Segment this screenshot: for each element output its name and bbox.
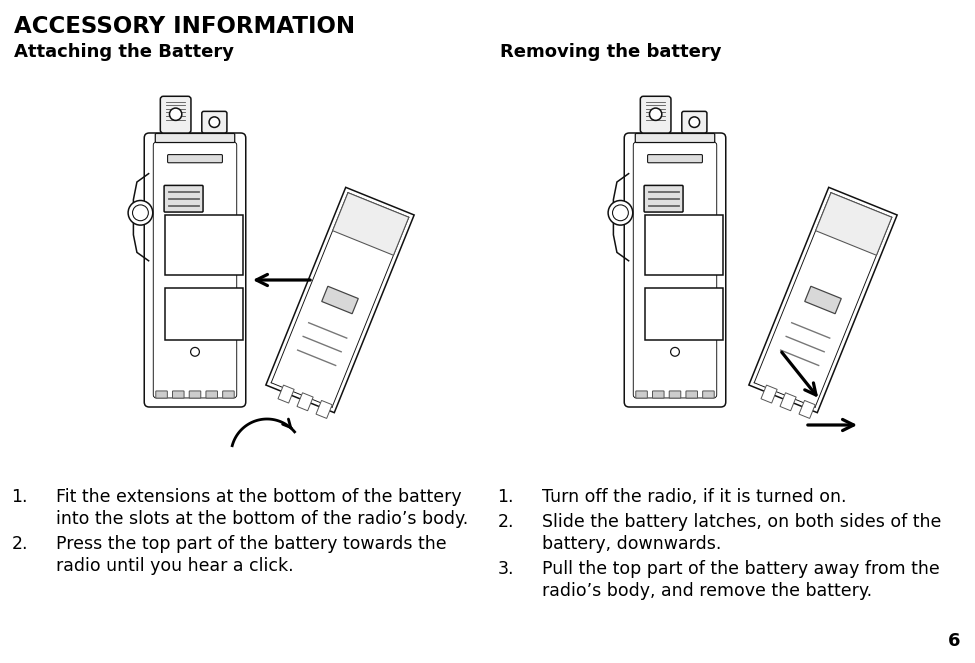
Text: 2.: 2. [497,513,514,531]
Circle shape [209,117,219,127]
FancyBboxPatch shape [636,391,647,398]
Circle shape [649,108,662,121]
FancyBboxPatch shape [682,111,707,133]
Circle shape [689,117,700,127]
FancyBboxPatch shape [189,391,201,398]
FancyBboxPatch shape [160,96,191,133]
Polygon shape [780,392,797,411]
FancyBboxPatch shape [155,133,235,143]
Text: ACCESSORY INFORMATION: ACCESSORY INFORMATION [14,15,355,38]
Polygon shape [278,385,294,403]
Polygon shape [804,286,841,314]
Polygon shape [799,400,815,418]
FancyBboxPatch shape [652,391,664,398]
Text: 1.: 1. [12,488,28,506]
FancyBboxPatch shape [703,391,715,398]
FancyBboxPatch shape [156,391,168,398]
Polygon shape [297,392,313,411]
FancyBboxPatch shape [645,215,722,275]
Text: 1.: 1. [497,488,514,506]
Text: 6: 6 [948,632,960,650]
Circle shape [170,108,181,121]
Polygon shape [322,286,358,314]
FancyBboxPatch shape [202,111,227,133]
Text: Attaching the Battery: Attaching the Battery [14,43,234,61]
Polygon shape [816,193,892,255]
FancyBboxPatch shape [624,133,725,407]
FancyBboxPatch shape [164,186,203,212]
FancyBboxPatch shape [669,391,681,398]
Text: radio until you hear a click.: radio until you hear a click. [56,557,293,575]
FancyBboxPatch shape [206,391,217,398]
Text: into the slots at the bottom of the radio’s body.: into the slots at the bottom of the radi… [56,510,468,528]
FancyBboxPatch shape [686,391,697,398]
Text: Press the top part of the battery towards the: Press the top part of the battery toward… [56,535,447,553]
Text: 2.: 2. [12,535,28,553]
Text: Pull the top part of the battery away from the: Pull the top part of the battery away fr… [542,560,940,578]
Text: Fit the extensions at the bottom of the battery: Fit the extensions at the bottom of the … [56,488,461,506]
Circle shape [608,200,633,225]
FancyBboxPatch shape [168,154,222,162]
FancyBboxPatch shape [645,288,722,340]
Circle shape [128,200,153,225]
Circle shape [133,205,148,221]
Polygon shape [332,193,409,255]
Text: 3.: 3. [497,560,514,578]
Polygon shape [266,188,414,412]
FancyBboxPatch shape [641,96,671,133]
Text: Turn off the radio, if it is turned on.: Turn off the radio, if it is turned on. [542,488,846,506]
FancyBboxPatch shape [173,391,184,398]
FancyBboxPatch shape [636,133,715,143]
Text: Slide the battery latches, on both sides of the: Slide the battery latches, on both sides… [542,513,942,531]
Circle shape [190,347,200,356]
FancyBboxPatch shape [165,288,243,340]
Polygon shape [761,385,777,403]
Text: battery, downwards.: battery, downwards. [542,535,722,553]
FancyBboxPatch shape [222,391,234,398]
FancyBboxPatch shape [644,186,683,212]
Polygon shape [749,188,897,412]
Polygon shape [316,400,332,418]
FancyBboxPatch shape [647,154,702,162]
Text: Removing the battery: Removing the battery [500,43,722,61]
FancyBboxPatch shape [165,215,243,275]
Circle shape [671,347,680,356]
FancyBboxPatch shape [144,133,246,407]
Text: radio’s body, and remove the battery.: radio’s body, and remove the battery. [542,582,872,600]
Circle shape [612,205,628,221]
